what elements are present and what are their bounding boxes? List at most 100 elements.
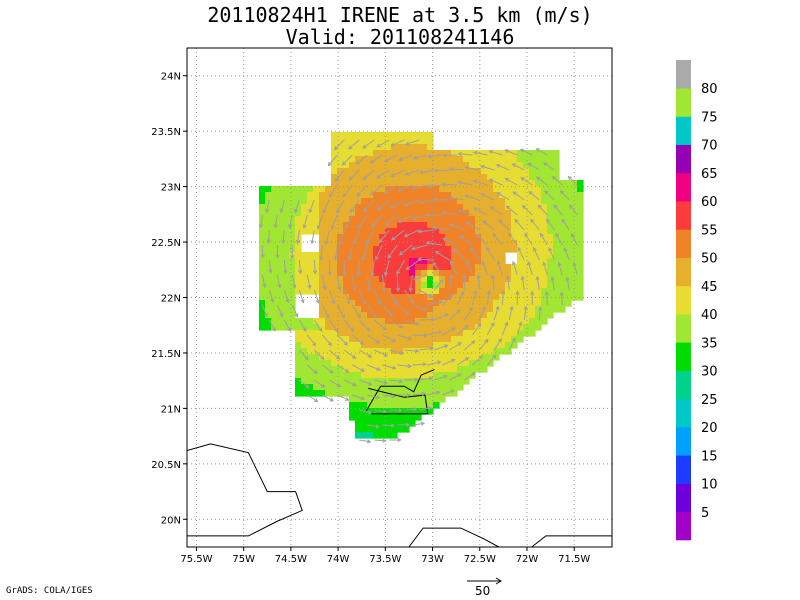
wind-vector-arrow: [569, 204, 578, 216]
wind-speed-cell: [457, 318, 464, 325]
wind-speed-cell: [403, 150, 410, 157]
wind-speed-cell: [289, 186, 296, 193]
wind-speed-cell: [343, 132, 350, 139]
wind-vector-arrow: [425, 213, 443, 218]
wind-speed-cell: [451, 264, 458, 271]
wind-speed-cell: [547, 240, 554, 247]
wind-speed-cell: [553, 168, 560, 175]
wind-vector-arrow: [412, 333, 428, 338]
wind-speed-cell: [577, 276, 584, 283]
wind-speed-cell: [559, 276, 566, 283]
wind-speed-cell: [487, 342, 494, 349]
wind-speed-cell: [439, 156, 446, 163]
wind-speed-cell: [457, 300, 464, 307]
wind-vector-arrow: [488, 178, 503, 186]
wind-vector-arrow: [530, 290, 535, 306]
wind-speed-cell: [547, 282, 554, 289]
wind-speed-cell: [283, 282, 290, 289]
wind-speed-cell: [463, 318, 470, 325]
wind-speed-cell: [547, 270, 554, 277]
wind-speed-cell: [463, 372, 470, 379]
wind-speed-cell: [421, 150, 428, 157]
wind-speed-cell: [457, 204, 464, 211]
wind-vector-arrow: [337, 364, 350, 373]
wind-speed-cell: [415, 306, 422, 313]
wind-speed-cell: [493, 210, 500, 217]
wind-vector-arrow: [471, 355, 483, 366]
wind-speed-cell: [511, 204, 518, 211]
vector-scale-arrow: [467, 577, 502, 585]
wind-speed-cell: [385, 432, 392, 439]
wind-speed-cell: [355, 276, 362, 283]
wind-speed-cell: [385, 132, 392, 139]
wind-speed-cell: [349, 372, 356, 379]
wind-speed-cell: [343, 162, 350, 169]
wind-vector-arrow: [276, 304, 284, 318]
wind-speed-cell: [535, 270, 542, 277]
wind-speed-cell: [481, 204, 488, 211]
wind-speed-cell: [283, 186, 290, 193]
wind-speed-cell: [487, 318, 494, 325]
wind-speed-cell: [457, 336, 464, 343]
wind-speed-cell: [355, 336, 362, 343]
wind-speed-cell: [445, 162, 452, 169]
wind-speed-cell: [277, 240, 284, 247]
wind-speed-cell: [265, 258, 272, 265]
wind-speed-cell: [571, 264, 578, 271]
wind-speed-cell: [349, 300, 356, 307]
wind-speed-cell: [319, 300, 326, 307]
wind-speed-cell: [409, 144, 416, 151]
wind-speed-cell: [301, 378, 308, 385]
wind-speed-cell: [391, 180, 398, 187]
wind-speed-cell: [487, 168, 494, 175]
wind-speed-cell: [469, 186, 476, 193]
wind-speed-cell: [295, 198, 302, 205]
wind-speed-cell: [271, 306, 278, 313]
wind-speed-cell: [463, 204, 470, 211]
wind-vector-arrow: [371, 214, 383, 228]
wind-vector-arrow: [412, 362, 427, 367]
wind-speed-cell: [385, 138, 392, 145]
wind-speed-cell: [469, 324, 476, 331]
wind-speed-cell: [535, 300, 542, 307]
wind-speed-cell: [505, 216, 512, 223]
wind-vector-arrow: [373, 319, 387, 331]
wind-speed-cell: [331, 162, 338, 169]
wind-speed-cell: [313, 204, 320, 211]
wind-speed-cell: [463, 294, 470, 301]
wind-speed-cell: [571, 288, 578, 295]
wind-speed-cell: [295, 204, 302, 211]
wind-speed-cell: [349, 264, 356, 271]
wind-speed-cell: [307, 372, 314, 379]
wind-speed-cell: [367, 282, 374, 289]
wind-speed-cell: [499, 348, 506, 355]
wind-speed-cell: [373, 306, 380, 313]
wind-speed-cell: [487, 192, 494, 199]
wind-speed-cell: [409, 252, 416, 259]
wind-speed-cell: [427, 210, 434, 217]
wind-speed-cell: [565, 252, 572, 259]
wind-speed-cell: [553, 174, 560, 181]
wind-speed-cell: [415, 318, 422, 325]
wind-speed-cell: [319, 252, 326, 259]
wind-speed-cell: [283, 246, 290, 253]
wind-speed-cell: [487, 180, 494, 187]
wind-speed-cell: [475, 174, 482, 181]
colorbar-swatch: [676, 257, 691, 287]
wind-vector-arrow: [366, 304, 377, 319]
wind-speed-cell: [445, 366, 452, 373]
wind-speed-cell: [553, 210, 560, 217]
wind-speed-cell: [559, 282, 566, 289]
wind-vector-arrow: [567, 175, 578, 186]
wind-speed-cell: [301, 270, 308, 277]
wind-speed-cell: [319, 360, 326, 367]
wind-speed-cell: [421, 288, 428, 295]
wind-speed-cell: [379, 240, 386, 247]
wind-speed-cell: [331, 288, 338, 295]
wind-speed-cell: [397, 384, 404, 391]
wind-speed-cell: [427, 270, 434, 277]
wind-vector-arrow: [348, 169, 360, 182]
wind-speed-cell: [427, 318, 434, 325]
wind-speed-cell: [547, 312, 554, 319]
wind-speed-cell: [535, 204, 542, 211]
